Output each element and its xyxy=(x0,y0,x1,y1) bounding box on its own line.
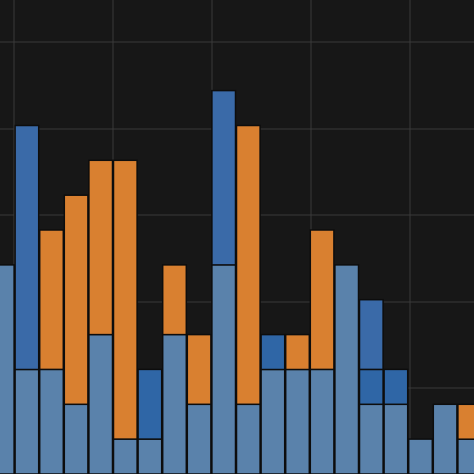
bar-16-series-2 xyxy=(358,368,384,406)
bar-3-series-1 xyxy=(38,368,65,474)
bar-9-series-4 xyxy=(186,333,212,406)
bar-18-series-1 xyxy=(407,438,434,474)
bar-9-series-1 xyxy=(186,403,212,474)
bar-16-series-3 xyxy=(358,298,384,371)
bar-13-series-1 xyxy=(284,368,311,474)
bar-7-series-1 xyxy=(137,438,163,474)
bar-19-series-1 xyxy=(432,403,458,474)
bar-6-series-4 xyxy=(112,159,138,440)
bar-16-series-1 xyxy=(358,403,384,474)
bar-6-series-1 xyxy=(112,438,138,474)
bar-14-series-4 xyxy=(309,229,335,371)
bar-4-series-1 xyxy=(63,403,89,474)
bar-20-series-4 xyxy=(457,403,474,440)
bar-11-series-4 xyxy=(235,124,261,406)
bar-20-series-1 xyxy=(457,438,474,474)
bar-17-series-2 xyxy=(383,368,409,406)
bar-4-series-4 xyxy=(63,194,89,406)
bar-5-series-1 xyxy=(88,333,114,474)
bar-2-series-1 xyxy=(14,368,40,474)
bar-12-series-2 xyxy=(260,333,286,371)
bar-3-series-4 xyxy=(38,229,65,371)
bar-2-series-3 xyxy=(14,124,40,371)
bar-11-series-1 xyxy=(235,403,261,474)
bar-14-series-1 xyxy=(309,368,335,474)
bar-10-series-3 xyxy=(211,89,237,266)
bar-1-series-1 xyxy=(0,264,15,474)
bar-8-series-4 xyxy=(161,264,188,336)
bar-7-series-2 xyxy=(137,368,163,440)
bar-13-series-4 xyxy=(284,333,311,371)
bar-8-series-1 xyxy=(161,333,188,474)
bar-17-series-1 xyxy=(383,403,409,474)
bar-5-series-4 xyxy=(88,159,114,336)
bar-12-series-1 xyxy=(260,368,286,474)
bars xyxy=(0,89,474,474)
bar-10-series-1 xyxy=(211,264,237,474)
bar-15-series-1 xyxy=(334,264,360,474)
